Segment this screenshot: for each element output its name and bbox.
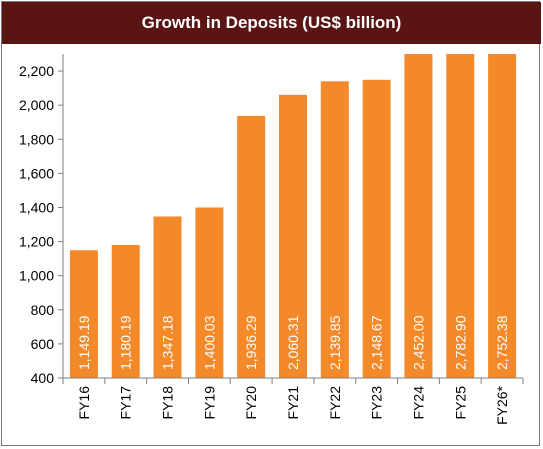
data-label: 2,148.67 — [369, 315, 385, 370]
bar-fy26 — [488, 54, 517, 378]
bar-fy16 — [69, 250, 98, 378]
data-label: 2,752.38 — [494, 315, 510, 370]
y-tick-label: 2,000 — [19, 97, 54, 113]
y-tick-label: 800 — [31, 302, 55, 318]
x-tick-label: FY25 — [452, 386, 468, 420]
bar-fy18 — [153, 216, 182, 378]
data-label: 1,936.29 — [243, 315, 259, 370]
bar-fy21 — [279, 94, 307, 379]
bar-fy22 — [320, 81, 349, 379]
data-label: 1,347.18 — [160, 315, 176, 370]
y-tick-label: 1,000 — [19, 268, 54, 284]
x-tick-label: FY24 — [410, 386, 426, 420]
data-label: 2,452.00 — [410, 315, 426, 370]
x-tick-label: FY22 — [327, 386, 343, 420]
bar-fy23 — [362, 79, 391, 378]
x-tick-label: FY23 — [369, 386, 385, 420]
y-tick-label: 1,200 — [19, 234, 54, 250]
bar-fy20 — [237, 116, 266, 378]
bar-fy24 — [404, 54, 433, 378]
chart-title-bar: Growth in Deposits (US$ billion) — [2, 2, 541, 44]
bar-fy17 — [111, 244, 140, 378]
x-tick-label: FY21 — [285, 386, 301, 420]
y-tick-label: 1,800 — [19, 131, 54, 147]
data-label: 1,400.03 — [201, 315, 217, 370]
y-tick-label: 600 — [31, 336, 55, 352]
data-label: 2,139.85 — [327, 315, 343, 370]
data-label: 1,149.19 — [76, 315, 92, 370]
x-tick-label: FY17 — [118, 386, 134, 420]
chart-title: Growth in Deposits (US$ billion) — [141, 13, 402, 32]
data-label: 2,060.31 — [285, 315, 301, 370]
x-tick-label: FY19 — [201, 386, 217, 420]
y-tick-label: 1,400 — [19, 199, 54, 215]
data-label: 1,180.19 — [118, 315, 134, 370]
x-tick-label: FY26* — [494, 385, 510, 424]
bar-fy25 — [446, 54, 475, 378]
x-tick-label: FY18 — [160, 386, 176, 420]
bar-fy19 — [195, 207, 224, 378]
x-tick-label: FY16 — [76, 386, 92, 420]
y-tick-label: 2,200 — [19, 63, 54, 79]
x-tick-label: FY20 — [243, 386, 259, 420]
y-tick-label: 1,600 — [19, 165, 54, 181]
data-label: 2,782.90 — [452, 315, 468, 370]
y-tick-label: 400 — [31, 370, 55, 386]
